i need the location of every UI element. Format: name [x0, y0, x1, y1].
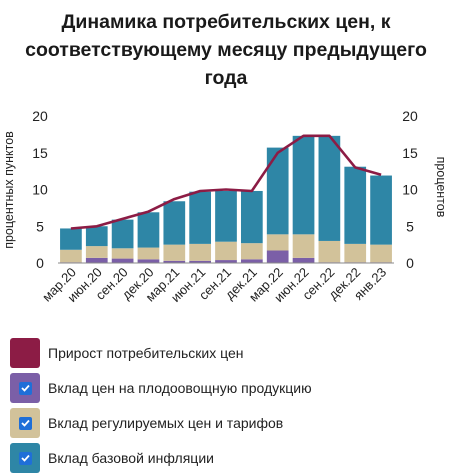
- bar-segment: [292, 257, 315, 263]
- line-series-price-growth: [70, 134, 382, 230]
- bar-segment: [370, 175, 392, 245]
- legend-item-fruit-veg[interactable]: Вклад цен на плодоовощную продукцию: [10, 373, 430, 403]
- y-tick-right: 10: [402, 182, 418, 198]
- checkbox-icon: [18, 381, 32, 395]
- y-tick-left: 5: [36, 218, 44, 234]
- bar-segment: [215, 190, 237, 242]
- legend-label: Вклад базовой инфляции: [48, 450, 214, 466]
- bar-segment: [60, 228, 82, 250]
- y-tick-left: 0: [36, 255, 44, 271]
- bar-segment: [266, 234, 289, 251]
- bar-segment: [189, 243, 212, 261]
- y-tick-left: 10: [32, 182, 48, 198]
- bar-segment: [163, 201, 186, 245]
- bar-segment: [344, 243, 367, 263]
- bar-segment: [215, 241, 237, 261]
- y-tick-right: 0: [406, 255, 414, 271]
- legend-label: Прирост потребительских цен: [48, 345, 244, 361]
- bar-segment: [292, 234, 315, 258]
- bar-segment: [137, 247, 160, 260]
- bar-segment: [111, 258, 134, 263]
- legend-item-core-inflation[interactable]: Вклад базовой инфляции: [10, 443, 430, 473]
- y-tick-right: 5: [406, 218, 414, 234]
- legend-swatch: [10, 373, 40, 403]
- legend-item-price-growth[interactable]: Прирост потребительских цен: [10, 338, 430, 368]
- legend-swatch: [10, 408, 40, 438]
- bar-segment: [85, 226, 108, 247]
- legend-swatch: [10, 443, 40, 473]
- bar-segment: [292, 135, 315, 235]
- bar-segment: [163, 244, 186, 261]
- bar-segment: [189, 191, 212, 244]
- chart-title-line: года: [204, 67, 248, 89]
- bar-segment: [85, 257, 108, 263]
- y-axis-label-left: процентных пунктов: [2, 131, 16, 249]
- legend-label: Вклад регулируемых цен и тарифов: [48, 415, 284, 431]
- bar-segment: [137, 259, 160, 263]
- bar-segment: [85, 246, 108, 258]
- bar-segment: [266, 147, 289, 235]
- chart-title-line: Динамика потребительских цен, к: [61, 11, 391, 33]
- bar-segment: [215, 260, 237, 263]
- bar-segment: [240, 259, 263, 263]
- bar-segment: [344, 166, 367, 244]
- bar-segment: [60, 249, 82, 263]
- bar-segment: [370, 244, 392, 263]
- bar-segment: [111, 248, 134, 259]
- checkbox-icon: [18, 451, 32, 465]
- checkbox-icon: [18, 416, 32, 430]
- bar-segment: [266, 250, 289, 263]
- legend-label: Вклад цен на плодоовощную продукцию: [48, 380, 312, 396]
- bar-segment: [240, 190, 263, 244]
- bar-segment: [318, 135, 341, 241]
- y-tick-right: 15: [402, 145, 418, 161]
- legend-swatch: [10, 338, 40, 368]
- y-tick-left: 15: [32, 145, 48, 161]
- y-tick-right: 20: [402, 108, 418, 124]
- chart-title-line: соответствующему месяцу предыдущего: [25, 39, 427, 61]
- bar-segment: [240, 243, 263, 260]
- chart: 0 0 5 5 10 10 15 15 20 20 процентных пунктов процен…: [2, 108, 448, 305]
- legend-item-regulated[interactable]: Вклад регулируемых цен и тарифов: [10, 408, 430, 438]
- bar-segment: [111, 219, 134, 249]
- bar-segment: [318, 240, 341, 263]
- chart-title: Динамика потребительских цен, к соответс…: [0, 8, 452, 92]
- bar-segment: [189, 260, 212, 263]
- bar-segment: [163, 260, 186, 263]
- bar-segment: [137, 212, 160, 248]
- y-axis-label-right: процентов: [434, 157, 448, 218]
- y-tick-left: 20: [32, 108, 48, 124]
